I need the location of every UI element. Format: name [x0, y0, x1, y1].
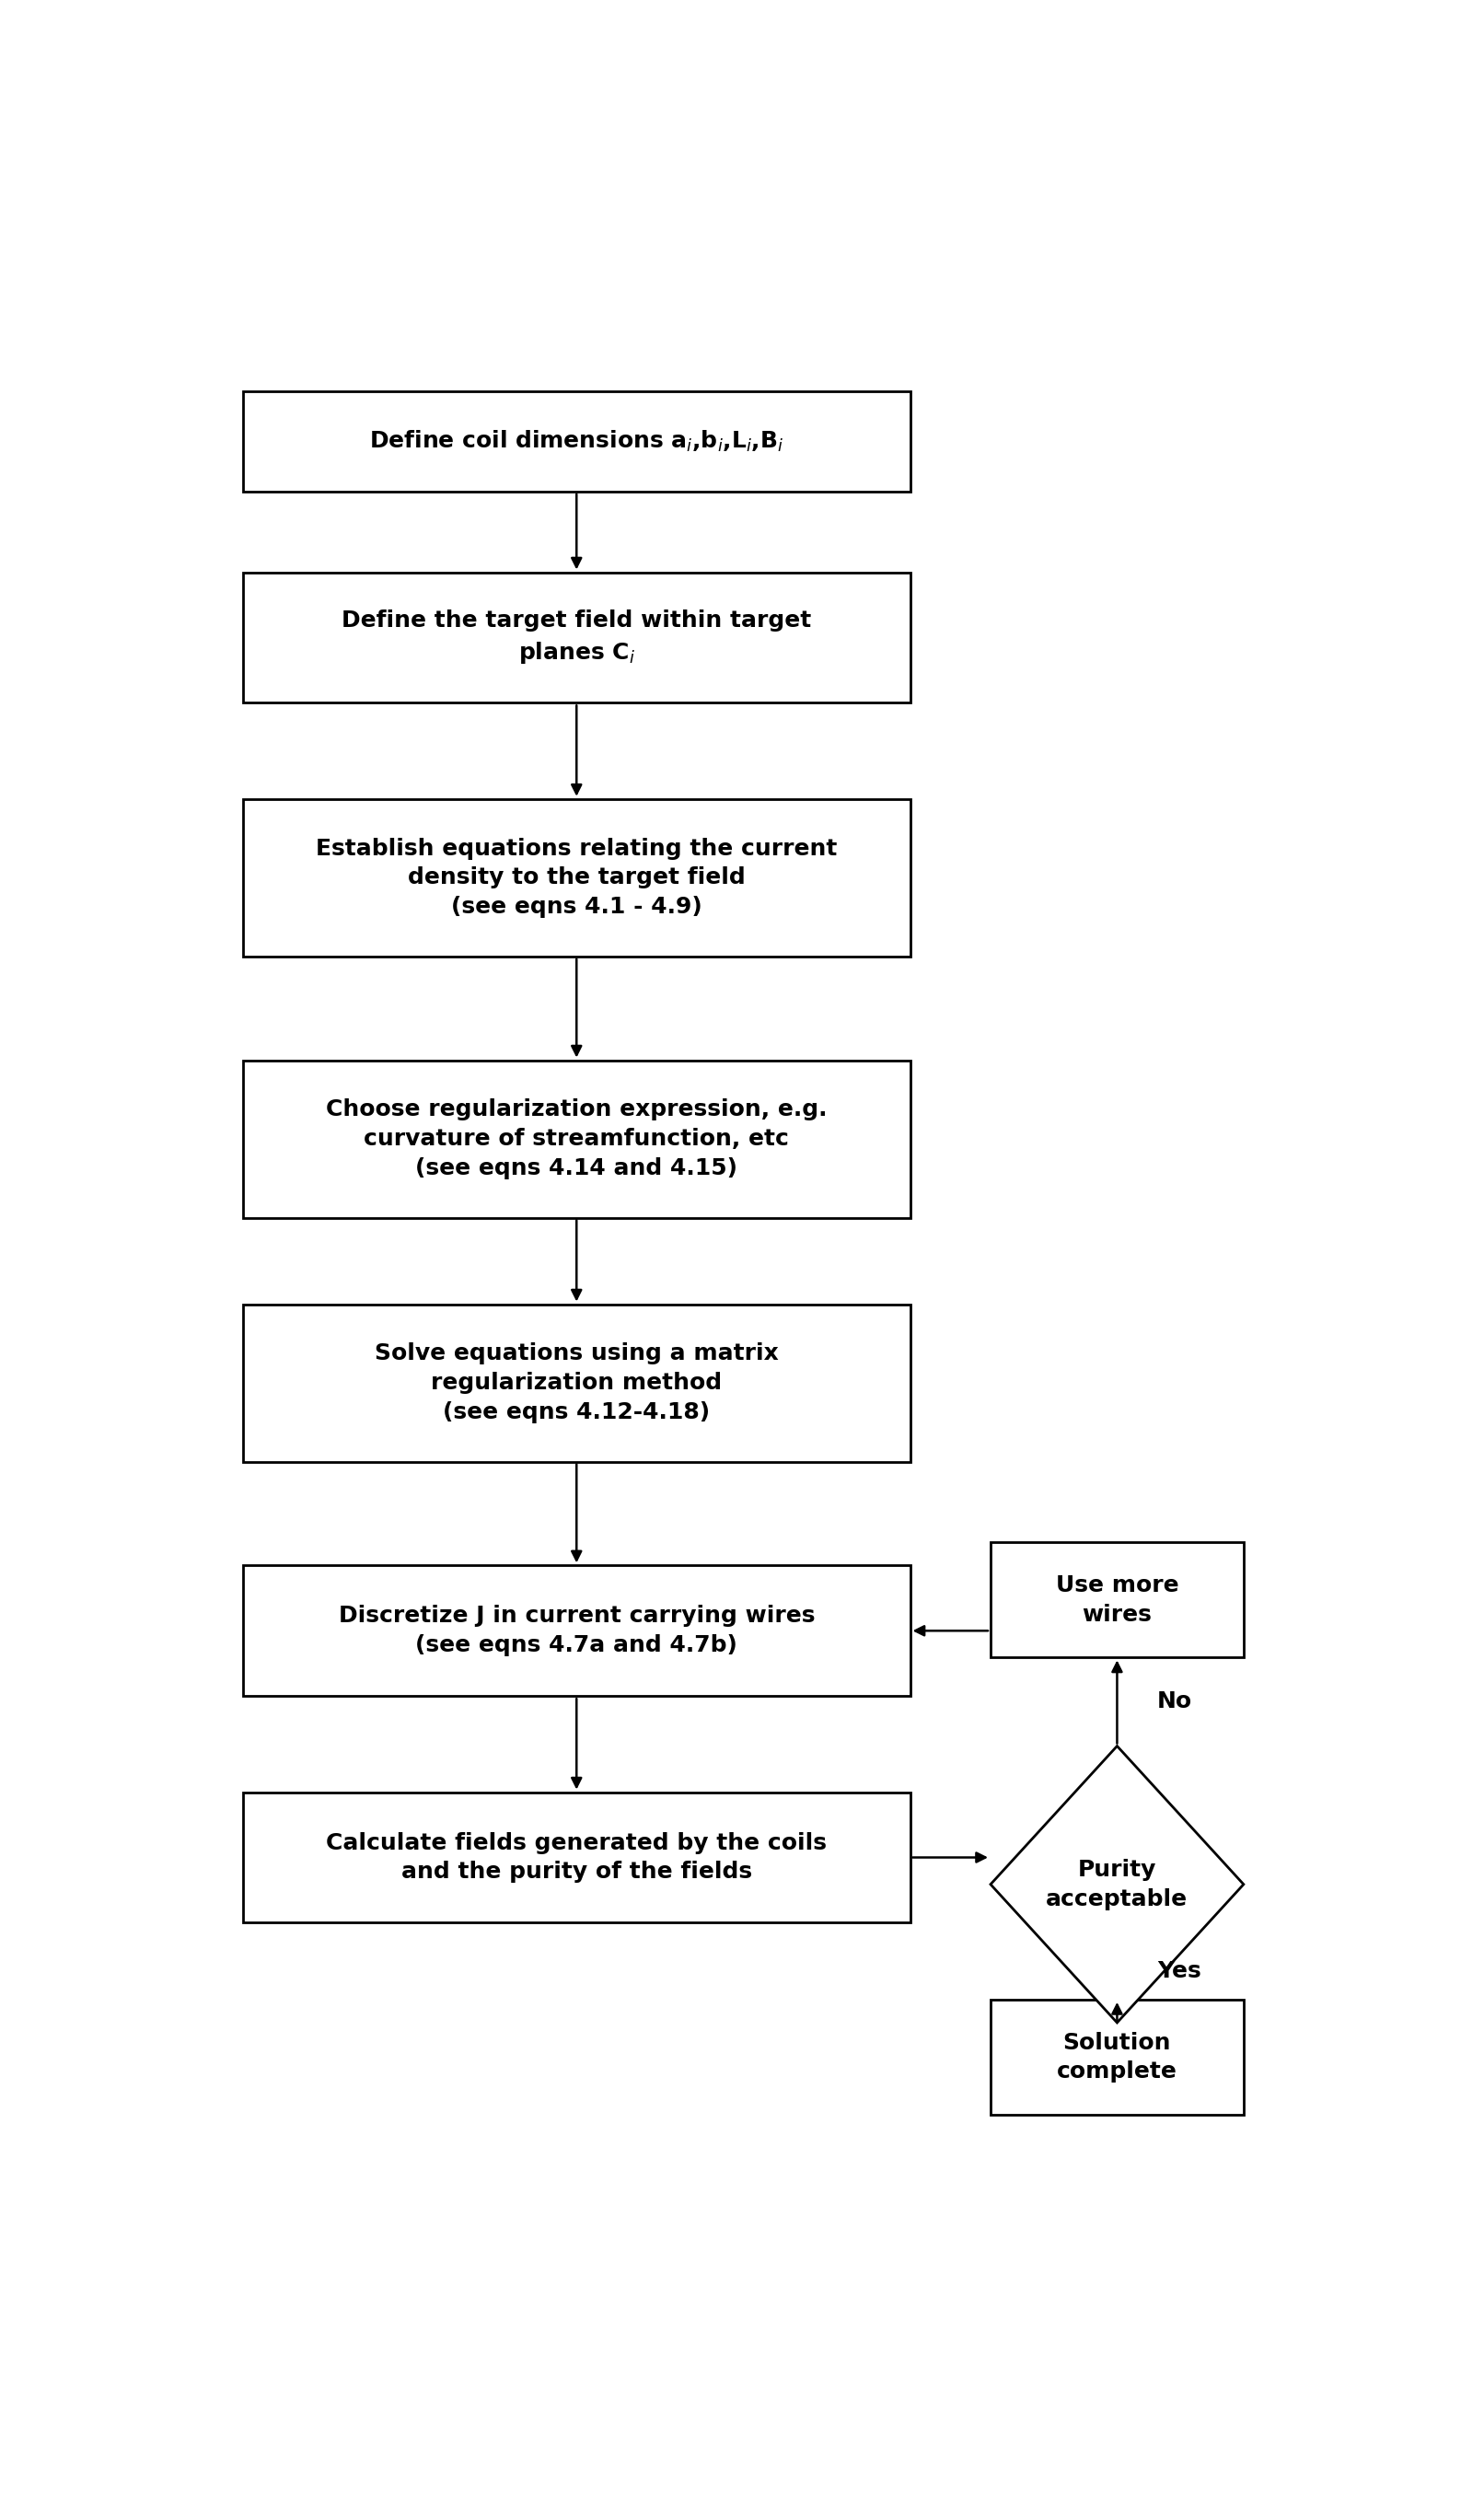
Text: Choose regularization expression, e.g.
curvature of streamfunction, etc
(see eqn: Choose regularization expression, e.g. c… [326, 1098, 827, 1180]
FancyBboxPatch shape [243, 1305, 910, 1462]
Text: Use more
wires: Use more wires [1055, 1574, 1178, 1627]
Text: Define coil dimensions a$_i$,b$_i$,L$_i$,B$_i$: Define coil dimensions a$_i$,b$_i$,L$_i$… [370, 429, 784, 454]
Text: Discretize J in current carrying wires
(see eqns 4.7a and 4.7b): Discretize J in current carrying wires (… [338, 1604, 815, 1657]
FancyBboxPatch shape [243, 1791, 910, 1924]
FancyBboxPatch shape [990, 1998, 1244, 2116]
FancyBboxPatch shape [243, 392, 910, 492]
Text: Establish equations relating the current
density to the target field
(see eqns 4: Establish equations relating the current… [316, 838, 837, 918]
FancyBboxPatch shape [243, 571, 910, 704]
Text: Purity
acceptable: Purity acceptable [1046, 1859, 1189, 1911]
Text: Calculate fields generated by the coils
and the purity of the fields: Calculate fields generated by the coils … [326, 1831, 827, 1884]
FancyBboxPatch shape [243, 798, 910, 956]
Text: Solution
complete: Solution complete [1057, 2031, 1177, 2083]
Text: No: No [1158, 1692, 1193, 1714]
Text: Define the target field within target
planes C$_i$: Define the target field within target pl… [341, 609, 812, 666]
FancyBboxPatch shape [243, 1060, 910, 1218]
FancyBboxPatch shape [990, 1542, 1244, 1657]
Polygon shape [991, 1746, 1244, 2023]
Text: Solve equations using a matrix
regularization method
(see eqns 4.12-4.18): Solve equations using a matrix regulariz… [374, 1342, 779, 1422]
FancyBboxPatch shape [243, 1564, 910, 1697]
Text: Yes: Yes [1158, 1959, 1201, 1981]
